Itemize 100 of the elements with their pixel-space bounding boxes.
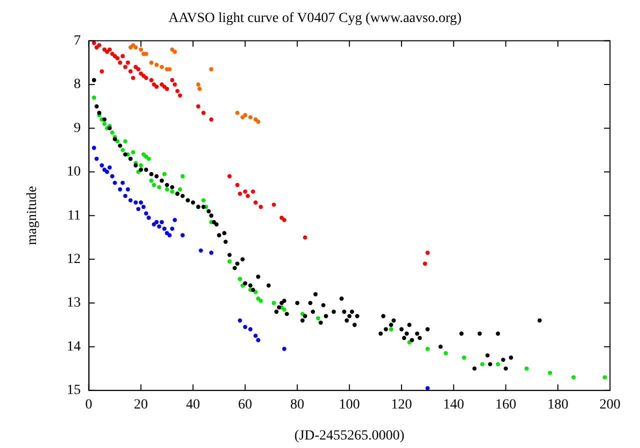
point — [227, 259, 232, 264]
point — [164, 86, 170, 91]
point — [115, 139, 120, 144]
point — [131, 150, 136, 154]
point — [256, 120, 260, 124]
point — [152, 222, 156, 226]
point — [209, 67, 214, 72]
point — [246, 194, 250, 198]
point — [172, 218, 177, 222]
point — [141, 74, 146, 78]
x-tick-label: 160 — [495, 397, 516, 412]
point — [198, 248, 203, 253]
point — [92, 96, 96, 100]
point — [238, 276, 242, 282]
x-tick-label: 180 — [547, 397, 568, 412]
point — [462, 356, 466, 360]
point — [167, 233, 172, 238]
point — [180, 174, 185, 178]
y-tick-label: 15 — [66, 383, 81, 398]
point — [258, 204, 263, 209]
point — [250, 189, 256, 194]
point — [157, 224, 162, 229]
point — [118, 187, 122, 192]
point — [100, 163, 104, 168]
point — [110, 130, 114, 135]
point — [154, 220, 159, 224]
y-tick-label: 13 — [66, 296, 81, 311]
point — [138, 200, 144, 205]
point — [602, 375, 607, 380]
point — [144, 52, 148, 56]
point — [425, 346, 430, 351]
point — [282, 307, 286, 312]
point — [248, 327, 252, 332]
point — [178, 187, 182, 192]
point — [548, 370, 552, 376]
point — [209, 117, 214, 122]
point — [123, 64, 128, 70]
point — [154, 62, 159, 67]
point — [196, 82, 200, 87]
point — [108, 165, 112, 170]
point — [128, 69, 133, 74]
point — [243, 189, 248, 194]
point — [100, 69, 104, 74]
point — [253, 334, 258, 338]
point — [256, 338, 260, 342]
point — [134, 45, 138, 50]
point — [201, 110, 206, 116]
point — [149, 78, 154, 82]
point — [152, 182, 156, 188]
point — [149, 178, 154, 183]
y-tick-label: 10 — [66, 164, 81, 180]
x-tick-label: 200 — [600, 397, 620, 412]
point — [112, 180, 117, 185]
point — [388, 327, 394, 332]
point — [146, 216, 151, 220]
point — [131, 76, 136, 80]
point — [136, 67, 140, 72]
point — [316, 316, 320, 320]
point — [134, 200, 138, 205]
point — [123, 194, 128, 198]
point — [126, 187, 130, 192]
x-tick-label: 80 — [290, 397, 304, 412]
point — [118, 60, 122, 65]
point — [227, 174, 232, 178]
y-tick-label: 11 — [67, 208, 81, 224]
point — [97, 43, 102, 48]
point — [253, 200, 258, 205]
point — [128, 198, 133, 202]
point — [425, 250, 430, 255]
point — [248, 115, 252, 120]
point — [496, 362, 500, 366]
x-tick-label: 120 — [391, 397, 412, 412]
point — [444, 351, 448, 356]
point — [154, 84, 159, 89]
point — [160, 64, 164, 70]
point — [197, 86, 202, 91]
point — [123, 139, 128, 144]
chart-title: AAVSO light curve of V0407 Cyg (www.aavso.org) — [168, 11, 462, 26]
point — [282, 218, 286, 222]
point — [144, 76, 148, 80]
point — [94, 156, 99, 161]
point — [524, 366, 529, 371]
point — [104, 170, 110, 174]
point — [162, 172, 166, 176]
point — [303, 235, 308, 240]
point — [110, 174, 114, 178]
point — [196, 104, 200, 108]
point — [120, 180, 125, 185]
point — [243, 112, 248, 118]
point — [235, 110, 240, 116]
point — [178, 93, 182, 98]
point — [170, 78, 174, 82]
point — [102, 122, 107, 126]
point — [258, 298, 263, 303]
y-tick-label: 7 — [74, 33, 81, 48]
point — [238, 318, 242, 323]
x-tick-label: 20 — [134, 397, 148, 412]
x-tick-label: 0 — [85, 397, 92, 412]
point — [160, 220, 164, 224]
point — [160, 82, 164, 87]
